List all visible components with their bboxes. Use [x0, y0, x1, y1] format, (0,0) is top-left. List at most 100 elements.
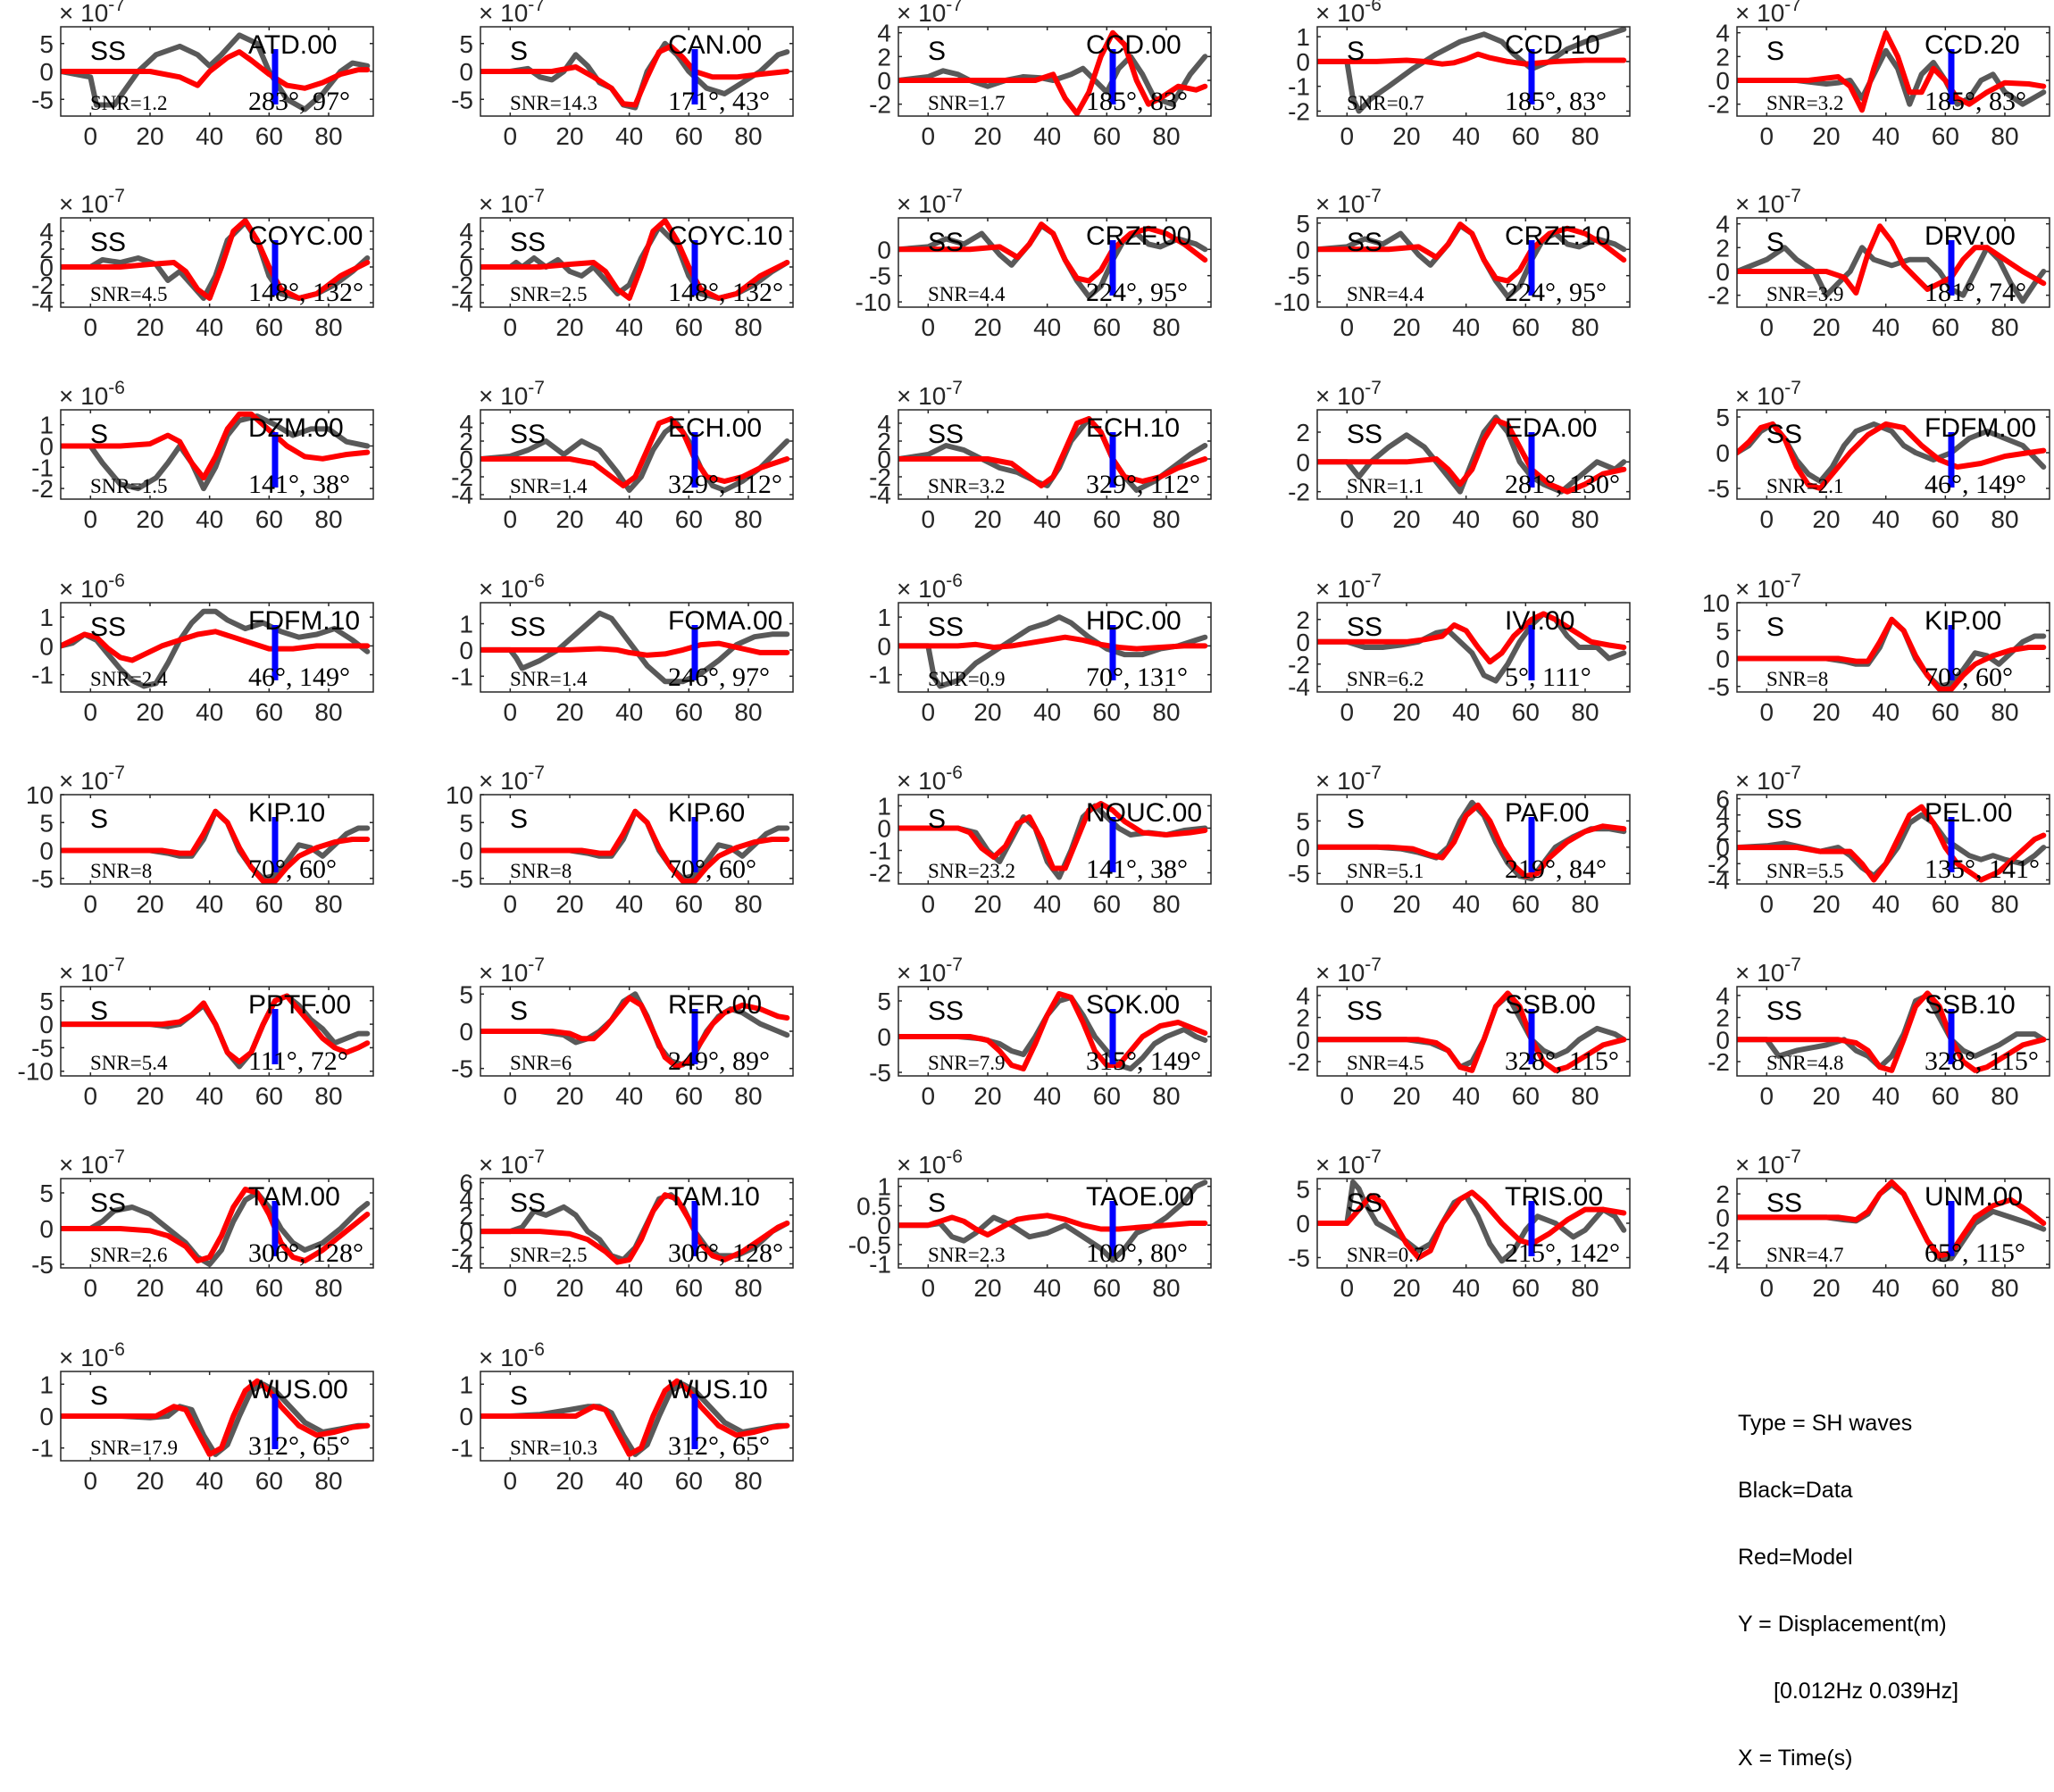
x-tick-label: 0	[84, 122, 98, 150]
y-tick-label: -4	[451, 289, 473, 317]
axes-box	[898, 986, 1212, 1077]
x-tick-label: 60	[1932, 313, 1959, 341]
x-tick-label: 60	[1512, 890, 1540, 918]
x-tick-label: 80	[314, 890, 342, 918]
x-tick-label: 0	[504, 313, 518, 341]
y-tick-label: 5	[1716, 404, 1730, 431]
y-tick-label: 2	[1716, 818, 1730, 846]
x-tick-label: 0	[504, 505, 518, 533]
model-trace	[61, 218, 371, 301]
x-tick-label: 80	[1571, 122, 1599, 150]
x-tick-label: 0	[1340, 313, 1355, 341]
model-trace	[1737, 421, 2047, 491]
x-tick-label: 80	[1152, 698, 1180, 726]
x-tick-label: 60	[1512, 1082, 1540, 1110]
x-tick-label: 20	[1812, 313, 1840, 341]
y-exponent-label: × 10-7	[1315, 763, 1382, 795]
x-tick-label: 20	[555, 122, 583, 150]
angles-label: 249°, 89°	[668, 1046, 770, 1076]
angles-label: 111°, 72°	[248, 1046, 348, 1076]
x-tick-label: 60	[675, 890, 703, 918]
x-tick-label: 20	[136, 505, 163, 533]
y-tick-label: -4	[869, 481, 891, 509]
y-tick-label: 1	[459, 611, 473, 638]
x-tick-label: 0	[84, 313, 98, 341]
model-trace	[1737, 804, 2047, 883]
phase-label: SS	[1347, 613, 1382, 642]
x-tick-label: 40	[615, 890, 643, 918]
panel-wus-00: 0 20 40 60 80 1 0 -1 × 10-6 S WUS.00 SNR=17.9 312°, …	[31, 1339, 374, 1495]
model-trace	[480, 218, 790, 301]
y-tick-label: -2	[1288, 479, 1310, 506]
x-tick-label: 60	[675, 505, 703, 533]
station-label: KIP.10	[248, 798, 325, 828]
y-tick-label: -2	[451, 463, 473, 491]
x-tick-label: 0	[1760, 505, 1774, 533]
trace-group	[61, 808, 371, 884]
axes-box	[1736, 217, 2050, 308]
snr-label: SNR=1.7	[928, 92, 1005, 114]
x-tick-label: 80	[734, 313, 762, 341]
x-tick-label: 60	[1932, 505, 1959, 533]
y-tick-label: -10	[18, 1058, 54, 1086]
y-tick-label: 0	[459, 1403, 473, 1430]
x-tick-label: 20	[1392, 122, 1420, 150]
y-tick-label: 0	[459, 637, 473, 664]
axes-box	[1316, 1178, 1631, 1269]
x-tick-label: 60	[1093, 122, 1121, 150]
y-tick-label: 4	[39, 218, 54, 246]
x-tick-label: 40	[1452, 1274, 1480, 1302]
panel-sok-00: 0 20 40 60 80 5 0 -5 × 10-7 SS SOK.00 SNR=7.9 315°, …	[869, 954, 1212, 1110]
y-tick-label: -1	[869, 662, 891, 689]
snr-label: SNR=7.9	[928, 1052, 1005, 1074]
x-tick-label: 0	[1340, 1082, 1355, 1110]
trace-group	[1317, 27, 1627, 114]
x-tick-label: 0	[922, 1274, 936, 1302]
phase-label: SS	[90, 1188, 126, 1218]
x-tick-label: 0	[504, 698, 518, 726]
y-tick-label: 4	[1296, 982, 1310, 1010]
y-tick-label: 0	[1716, 258, 1730, 286]
y-tick-label: 1	[877, 793, 891, 821]
station-label: WUS.10	[668, 1375, 768, 1404]
x-tick-label: 0	[504, 1082, 518, 1110]
phase-label: SS	[928, 613, 964, 642]
axes-box	[60, 217, 374, 308]
station-label: PPTF.00	[248, 990, 351, 1020]
y-tick-label: -2	[869, 91, 891, 119]
model-trace	[898, 416, 1208, 488]
y-tick-label: -4	[1288, 673, 1310, 701]
x-tick-label: 60	[255, 313, 283, 341]
station-label: KIP.60	[668, 798, 745, 828]
trace-group	[61, 1378, 371, 1457]
snr-label: SNR=3.9	[1766, 283, 1843, 305]
y-tick-label: -5	[869, 1059, 891, 1087]
model-trace	[61, 1187, 371, 1263]
y-tick-label: -2	[1288, 1048, 1310, 1076]
y-tick-label: -5	[1288, 263, 1310, 290]
panel-wus-10: 0 20 40 60 80 1 0 -1 × 10-6 S WUS.10 SNR=10.3 312°, …	[451, 1339, 794, 1495]
x-tick-label: 80	[734, 1274, 762, 1302]
station-label: COYC.00	[248, 221, 363, 251]
x-tick-label: 80	[1571, 698, 1599, 726]
trace-group	[898, 614, 1208, 689]
x-tick-label: 60	[675, 122, 703, 150]
axes-box	[1736, 986, 2050, 1077]
y-tick-label: 6	[1716, 786, 1730, 813]
angles-label: 141°, 38°	[1086, 854, 1188, 884]
phase-label: S	[928, 804, 946, 834]
y-tick-label: 0	[459, 446, 473, 473]
phase-label: SS	[1766, 804, 1802, 834]
y-exponent-label: × 10-7	[1315, 186, 1382, 218]
y-exponent-label: × 10-6	[479, 1339, 545, 1371]
model-trace	[1317, 221, 1627, 284]
x-tick-label: 0	[922, 698, 936, 726]
phase-label: SS	[928, 420, 964, 449]
y-tick-label: 4	[1716, 802, 1730, 829]
phase-label: SS	[1766, 420, 1802, 449]
angles-label: 329°, 112°	[668, 470, 782, 499]
